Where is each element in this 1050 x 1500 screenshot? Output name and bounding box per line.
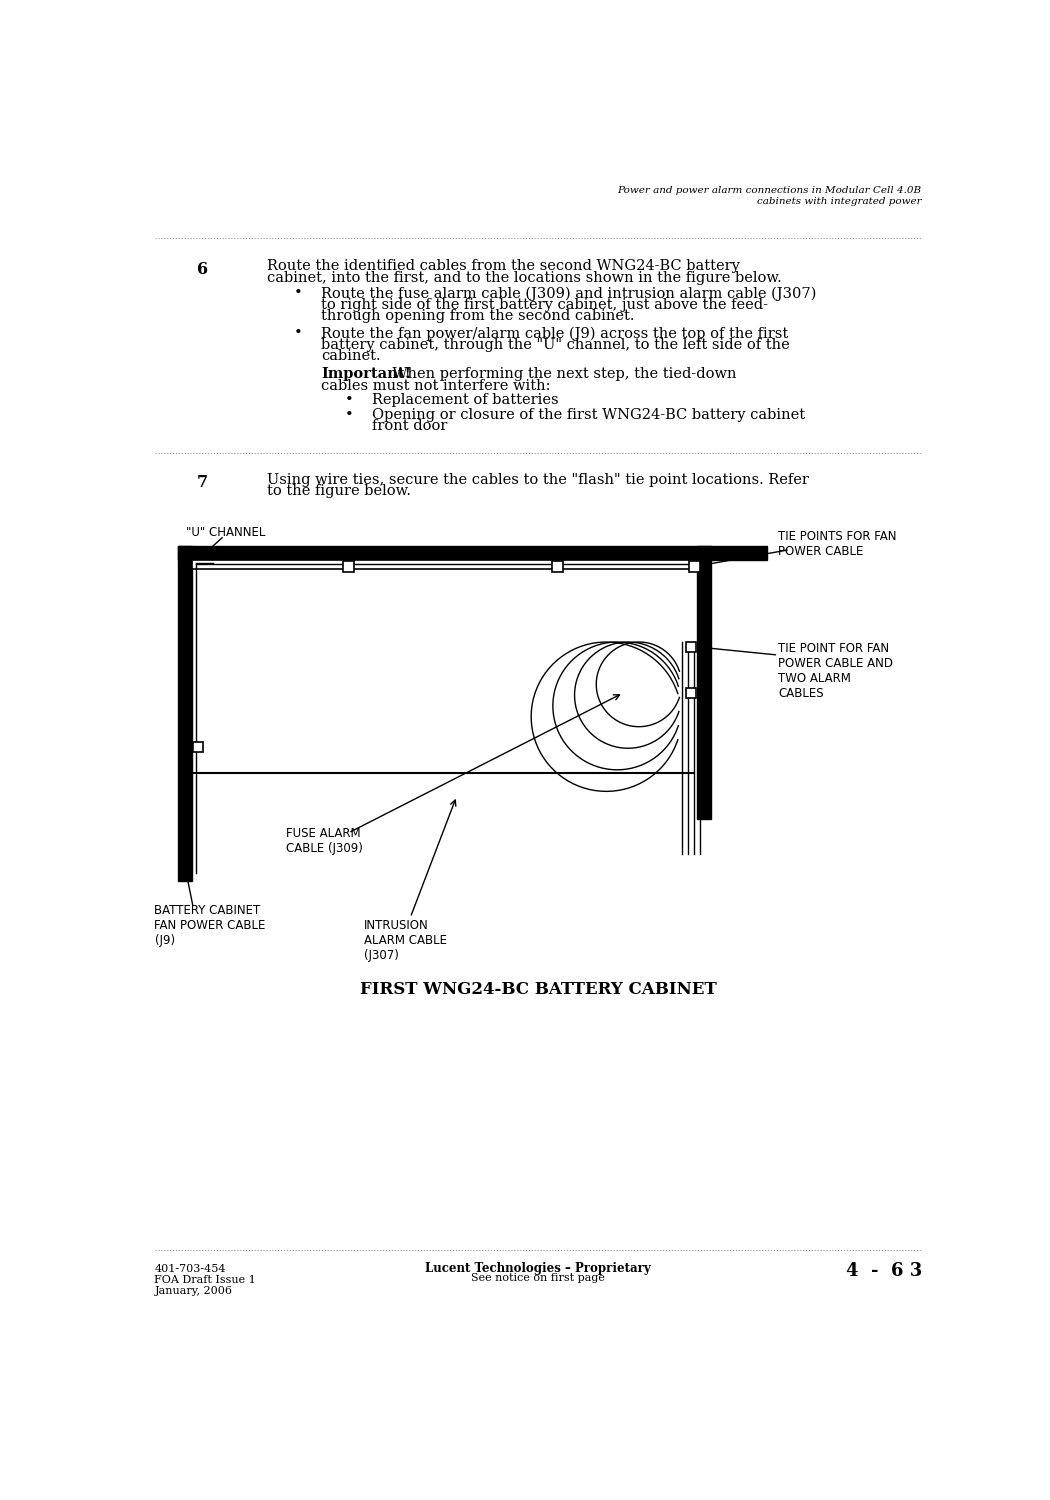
Text: cables must not interfere with:: cables must not interfere with: xyxy=(321,378,550,393)
Text: Route the fuse alarm cable (J309) and intrusion alarm cable (J307): Route the fuse alarm cable (J309) and in… xyxy=(321,286,817,300)
Text: TIE POINTS FOR FAN
POWER CABLE: TIE POINTS FOR FAN POWER CABLE xyxy=(778,531,897,558)
Text: "U" CHANNEL: "U" CHANNEL xyxy=(186,526,265,540)
Text: Important!: Important! xyxy=(321,368,412,381)
Text: •: • xyxy=(344,408,353,422)
Bar xyxy=(193,742,204,752)
Text: front door: front door xyxy=(372,420,447,434)
Text: through opening from the second cabinet.: through opening from the second cabinet. xyxy=(321,309,634,324)
Bar xyxy=(689,561,700,572)
Text: 401-703-454: 401-703-454 xyxy=(154,1264,226,1274)
Bar xyxy=(686,642,696,652)
Text: Power and power alarm connections in Modular Cell 4.0B: Power and power alarm connections in Mod… xyxy=(617,186,922,195)
Text: to the figure below.: to the figure below. xyxy=(267,484,411,498)
Text: •: • xyxy=(294,286,302,300)
Text: INTRUSION
ALARM CABLE
(J307): INTRUSION ALARM CABLE (J307) xyxy=(363,920,446,962)
Bar xyxy=(552,561,563,572)
Bar xyxy=(343,561,354,572)
Text: Replacement of batteries: Replacement of batteries xyxy=(372,393,559,408)
Text: When performing the next step, the tied-down: When performing the next step, the tied-… xyxy=(374,368,736,381)
Text: FOA Draft Issue 1: FOA Draft Issue 1 xyxy=(154,1275,256,1286)
Polygon shape xyxy=(697,546,711,819)
Text: 6: 6 xyxy=(197,261,208,278)
Bar xyxy=(686,688,696,698)
Text: cabinets with integrated power: cabinets with integrated power xyxy=(757,196,922,206)
Text: •: • xyxy=(344,393,353,408)
Text: Lucent Technologies – Proprietary: Lucent Technologies – Proprietary xyxy=(425,1262,651,1275)
Text: •: • xyxy=(294,327,302,340)
Text: 7: 7 xyxy=(197,474,208,490)
Text: battery cabinet, through the "U" channel, to the left side of the: battery cabinet, through the "U" channel… xyxy=(321,338,790,352)
Text: January, 2006: January, 2006 xyxy=(154,1286,232,1296)
Text: BATTERY CABINET
FAN POWER CABLE
(J9): BATTERY CABINET FAN POWER CABLE (J9) xyxy=(154,904,266,946)
Text: Route the fan power/alarm cable (J9) across the top of the first: Route the fan power/alarm cable (J9) acr… xyxy=(321,327,789,340)
Bar xyxy=(192,560,697,568)
Text: FUSE ALARM
CABLE (J309): FUSE ALARM CABLE (J309) xyxy=(287,827,363,855)
Text: FIRST WNG24-BC BATTERY CABINET: FIRST WNG24-BC BATTERY CABINET xyxy=(360,981,716,998)
Polygon shape xyxy=(177,546,192,880)
Polygon shape xyxy=(177,546,766,560)
Text: Opening or closure of the first WNG24-BC battery cabinet: Opening or closure of the first WNG24-BC… xyxy=(372,408,804,422)
Text: to right side of the first battery cabinet, just above the feed-: to right side of the first battery cabin… xyxy=(321,298,769,312)
Text: TIE POINT FOR FAN
POWER CABLE AND
TWO ALARM
CABLES: TIE POINT FOR FAN POWER CABLE AND TWO AL… xyxy=(778,642,894,700)
Text: 4  -  6 3: 4 - 6 3 xyxy=(845,1262,922,1280)
Text: cabinet, into the first, and to the locations shown in the figure below.: cabinet, into the first, and to the loca… xyxy=(267,272,781,285)
Text: cabinet.: cabinet. xyxy=(321,350,381,363)
Text: Route the identified cables from the second WNG24-BC battery: Route the identified cables from the sec… xyxy=(267,260,740,273)
Text: See notice on first page: See notice on first page xyxy=(471,1274,605,1284)
Text: Using wire ties, secure the cables to the "flash" tie point locations. Refer: Using wire ties, secure the cables to th… xyxy=(267,472,808,486)
